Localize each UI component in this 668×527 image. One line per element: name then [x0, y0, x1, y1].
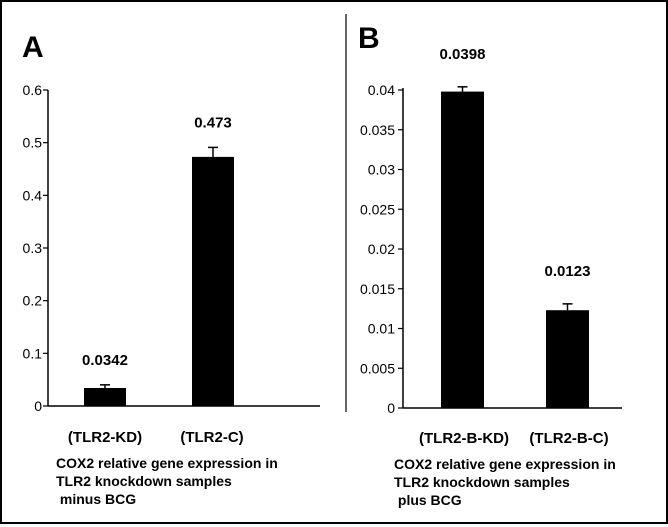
panel-b-bars	[441, 86, 589, 408]
panel-b-caption-line-3: plus BCG	[394, 492, 462, 508]
y-tick-label: 0.1	[23, 345, 43, 361]
y-tick-label: 0.2	[23, 293, 43, 309]
y-tick-label: 0.5	[23, 135, 43, 151]
y-tick-label: 0.035	[360, 122, 395, 138]
error-bar-1	[100, 384, 110, 388]
panel-b-letter: B	[358, 22, 380, 55]
category-label-2: (TLR2-C)	[180, 429, 243, 446]
panel-b-y-ticks: 0 0.005 0.01 0.015 0.02 0.025 0.03 0.035 0.04	[360, 82, 403, 416]
bar-1	[84, 387, 126, 406]
data-label-2: 0.473	[194, 114, 232, 131]
y-tick-label: 0.02	[368, 241, 395, 257]
panel-b-caption-line-1: COX2 relative gene expression in	[394, 456, 616, 472]
bar-1	[441, 91, 484, 408]
bar-2	[192, 156, 234, 406]
y-tick-label: 0	[387, 400, 395, 416]
panel-a-categories: (TLR2-KD) (TLR2-C)	[68, 429, 244, 446]
panel-b-caption-line-2: TLR2 knockdown samples	[394, 474, 570, 490]
panel-b-caption: COX2 relative gene expression in TLR2 kn…	[394, 456, 616, 508]
y-tick-label: 0.3	[23, 240, 43, 256]
y-tick-label: 0.015	[360, 281, 395, 297]
y-tick-label: 0.4	[23, 187, 43, 203]
error-bar-2	[208, 146, 218, 157]
panel-a-data-labels: 0.0342 0.473	[82, 114, 232, 368]
panel-a-y-ticks: 0 0.1 0.2 0.3 0.4 0.5 0.6	[23, 82, 48, 414]
y-tick-label: 0.6	[23, 82, 43, 98]
y-tick-label: 0	[34, 398, 42, 414]
panel-b: B 00.0050.010.0150.020.0250.030.0350.04 …	[358, 22, 622, 508]
panel-a-caption-line-2: TLR2 knockdown samples	[56, 473, 232, 489]
panel-a-bars	[84, 146, 234, 406]
y-tick-label: 0.005	[360, 360, 395, 376]
y-tick-label: 0.04	[368, 82, 395, 98]
category-label-1: (TLR2-B-KD)	[419, 430, 509, 447]
category-label-2: (TLR2-B-C)	[529, 430, 608, 447]
error-bar-1	[457, 86, 468, 92]
data-label-1: 0.0342	[82, 352, 128, 369]
error-bar-2	[562, 303, 573, 311]
panel-a-caption-line-1: COX2 relative gene expression in	[56, 455, 278, 471]
data-label-2: 0.0123	[545, 263, 591, 280]
y-tick-label: 0.01	[368, 321, 395, 337]
category-label-1: (TLR2-KD)	[68, 429, 142, 446]
panel-b-data-labels: 0.0398 0.0123	[440, 46, 591, 280]
y-tick-label: 0.025	[360, 201, 395, 217]
bar-2	[546, 310, 589, 408]
y-tick-label: 0.03	[368, 162, 395, 178]
panel-a-letter: A	[22, 31, 44, 64]
panel-a: A 0 0.1 0.2 0.3 0.4 0.5 0.6 0.0342 0.473 (TLR2-…	[22, 31, 320, 507]
data-label-1: 0.0398	[440, 46, 486, 63]
panel-b-categories: (TLR2-B-KD) (TLR2-B-C)	[419, 430, 609, 447]
panel-a-caption: COX2 relative gene expression in TLR2 kn…	[56, 455, 278, 507]
panel-a-caption-line-3: minus BCG	[56, 491, 136, 507]
